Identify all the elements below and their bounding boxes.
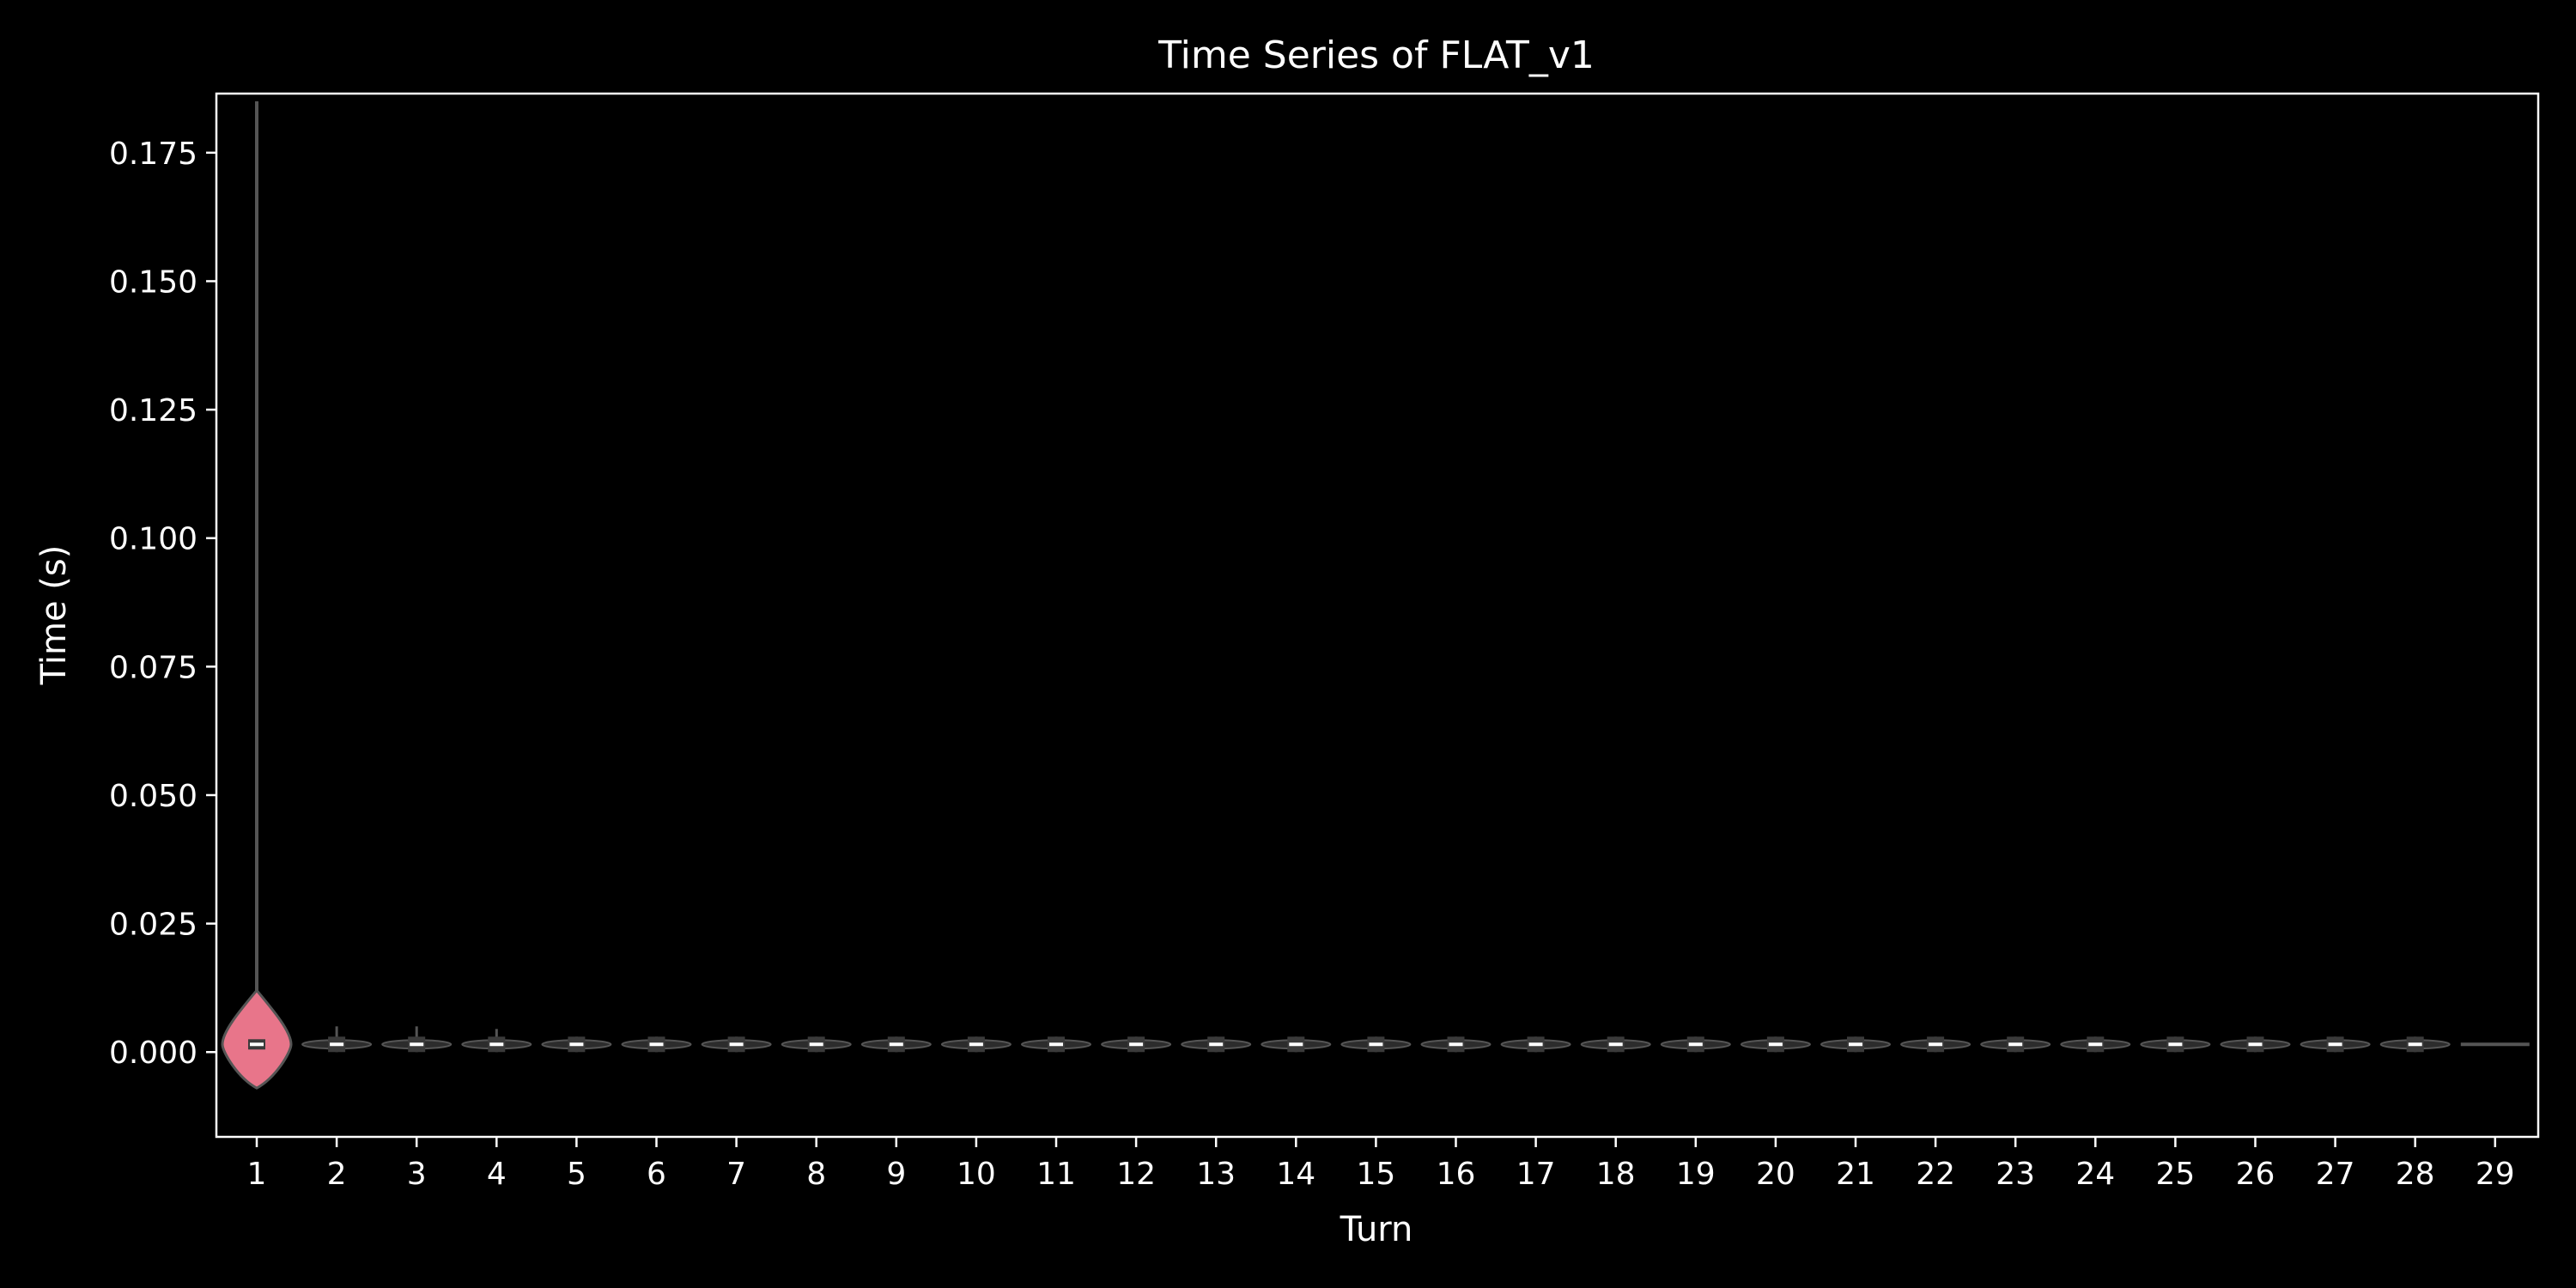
x-tick-label: 26: [2236, 1157, 2275, 1192]
x-tick-label: 24: [2075, 1157, 2115, 1192]
violin-turn-11: [1021, 1036, 1091, 1053]
x-tick-label: 16: [1437, 1157, 1476, 1192]
y-tick-label: 0.075: [109, 650, 197, 685]
x-tick-label: 18: [1596, 1157, 1636, 1192]
violin-body: [221, 988, 293, 1090]
x-tick-label: 12: [1116, 1157, 1156, 1192]
y-tick-label: 0.100: [109, 522, 197, 557]
x-tick-label: 9: [886, 1157, 906, 1192]
violin-turn-4: [461, 1029, 532, 1053]
x-tick-label: 10: [957, 1157, 996, 1192]
violin-turn-25: [2140, 1036, 2211, 1053]
y-axis: 0.000 0.025 0.050 0.075 0.100 0.125 0.150 0.175: [109, 137, 216, 1071]
x-tick-label: 28: [2396, 1157, 2435, 1192]
violin-turn-5: [541, 1036, 612, 1053]
x-tick-label: 13: [1196, 1157, 1236, 1192]
x-tick-label: 6: [647, 1157, 666, 1192]
violin-turn-1: [221, 100, 293, 1090]
y-axis-label: Time (s): [34, 545, 74, 686]
violin-turn-28: [2379, 1036, 2451, 1053]
x-axis-label: Turn: [1340, 1210, 1413, 1249]
violin-turn-10: [940, 1036, 1012, 1053]
violin-turn-22: [1900, 1036, 1971, 1053]
violin-turn-23: [1980, 1036, 2051, 1053]
x-tick-label: 8: [806, 1157, 826, 1192]
x-tick-label: 1: [247, 1157, 267, 1192]
y-tick-label: 0.000: [109, 1036, 197, 1071]
violin-turn-6: [621, 1036, 692, 1053]
plot-frame: [215, 92, 2540, 1139]
x-axis: 1 2 3 4 5 6 7 8 9 10 11 12 13 14 15 16 17 18 19 20 21 22 23 24 2…: [247, 1137, 2515, 1192]
y-tick-label: 0.125: [109, 393, 197, 428]
violin-turn-3: [381, 1026, 453, 1053]
x-tick-label: 11: [1036, 1157, 1076, 1192]
x-tick-label: 23: [1996, 1157, 2035, 1192]
x-tick-label: 3: [407, 1157, 427, 1192]
x-tick-label: 29: [2476, 1157, 2515, 1192]
x-tick-label: 15: [1356, 1157, 1395, 1192]
violin-turn-2: [301, 1026, 373, 1053]
violin-turn-15: [1340, 1036, 1412, 1053]
x-tick-label: 2: [327, 1157, 347, 1192]
violin-turn-24: [2060, 1036, 2131, 1053]
violin-turn-18: [1580, 1036, 1651, 1053]
x-tick-label: 22: [1916, 1157, 1955, 1192]
violin-turn-26: [2220, 1036, 2291, 1053]
x-tick-label: 21: [1836, 1157, 1875, 1192]
chart-title: Time Series of FLAT_v1: [1157, 33, 1595, 77]
violin-turn-8: [781, 1036, 852, 1053]
violin-turn-7: [701, 1036, 772, 1053]
x-tick-label: 20: [1756, 1157, 1795, 1192]
x-tick-label: 4: [487, 1157, 507, 1192]
violin-turn-27: [2300, 1036, 2371, 1053]
violin-turn-19: [1660, 1036, 1731, 1053]
violin-turn-20: [1740, 1036, 1811, 1053]
x-tick-label: 19: [1676, 1157, 1716, 1192]
x-tick-label: 17: [1516, 1157, 1556, 1192]
x-tick-label: 7: [726, 1157, 746, 1192]
y-tick-label: 0.150: [109, 264, 197, 300]
violin-turn-13: [1181, 1036, 1252, 1053]
y-tick-label: 0.025: [109, 908, 197, 943]
y-tick-label: 0.175: [109, 137, 197, 172]
y-tick-label: 0.050: [109, 779, 197, 814]
x-tick-label: 5: [567, 1157, 586, 1192]
x-tick-label: 27: [2316, 1157, 2355, 1192]
violin-turn-9: [860, 1036, 932, 1053]
x-tick-label: 14: [1276, 1157, 1315, 1192]
violin-turn-21: [1820, 1036, 1891, 1053]
violin-turn-16: [1420, 1036, 1492, 1053]
violin-turn-12: [1101, 1036, 1172, 1053]
x-tick-label: 25: [2155, 1157, 2195, 1192]
violin-turn-14: [1261, 1036, 1332, 1053]
violin-marks: [221, 100, 2530, 1090]
violin-turn-17: [1500, 1036, 1571, 1053]
